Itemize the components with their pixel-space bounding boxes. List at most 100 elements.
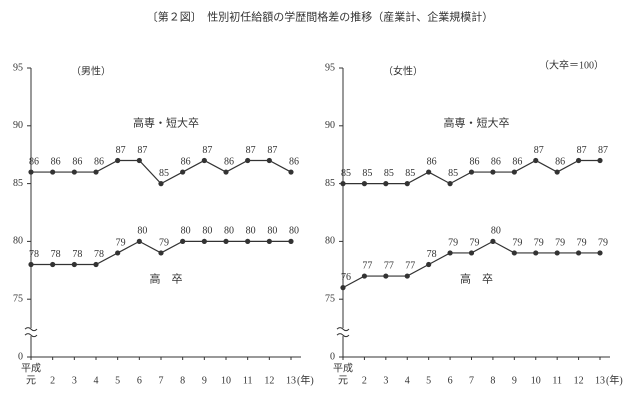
x-tick-label: 10 xyxy=(531,375,541,386)
data-point xyxy=(404,273,410,279)
y-tick-label: 80 xyxy=(325,236,335,247)
data-point xyxy=(511,250,517,256)
x-tick-label: 8 xyxy=(180,375,185,386)
data-label: 87 xyxy=(246,145,256,156)
y-tick-label: 90 xyxy=(13,120,23,131)
data-point xyxy=(288,169,294,175)
data-label: 87 xyxy=(267,145,277,156)
y-tick-label: 95 xyxy=(13,62,23,73)
data-point xyxy=(266,238,272,244)
data-point xyxy=(158,181,164,187)
data-label: 86 xyxy=(224,156,234,167)
x-tick-label: 7 xyxy=(469,375,474,386)
data-label: 79 xyxy=(116,237,126,248)
data-label: 80 xyxy=(137,226,147,237)
data-label: 80 xyxy=(181,226,191,237)
data-point xyxy=(50,169,56,175)
data-label: 80 xyxy=(224,226,234,237)
data-label: 79 xyxy=(534,237,544,248)
data-point xyxy=(575,157,582,164)
x-tick-label: 5 xyxy=(115,375,120,386)
panel-subtitle: （男性） xyxy=(71,64,111,77)
data-point xyxy=(511,169,517,175)
era-label: 平成 xyxy=(333,362,353,374)
data-point xyxy=(533,157,539,164)
data-point xyxy=(158,250,164,256)
data-point xyxy=(115,250,121,256)
data-point xyxy=(93,261,99,268)
data-label: 79 xyxy=(448,237,458,248)
x-tick-label: 11 xyxy=(243,375,253,386)
y-tick-label: 95 xyxy=(325,62,335,73)
x-tick-label: 13 xyxy=(286,375,296,386)
x-tick-label: 9 xyxy=(512,375,517,386)
data-label: 79 xyxy=(159,237,169,248)
data-label: 86 xyxy=(555,156,565,167)
series-label: 高 卒 xyxy=(150,272,183,286)
data-point xyxy=(447,181,453,187)
data-point xyxy=(50,261,56,268)
data-label: 79 xyxy=(470,237,480,248)
x-tick-label: 4 xyxy=(405,375,410,386)
data-label: 87 xyxy=(577,145,587,156)
x-tick-label: 9 xyxy=(202,375,207,386)
data-label: 85 xyxy=(362,168,372,179)
data-label: 86 xyxy=(51,156,61,167)
x-tick-label: 11 xyxy=(552,375,562,386)
data-point xyxy=(201,157,207,164)
axis-break xyxy=(24,327,38,338)
data-label: 86 xyxy=(72,156,82,167)
series-label: 高専・短大卒 xyxy=(444,116,510,130)
data-point xyxy=(223,169,229,175)
data-label: 86 xyxy=(427,156,437,167)
data-label: 86 xyxy=(94,156,104,167)
y-tick-label: 85 xyxy=(325,178,335,189)
x-tick-label: 10 xyxy=(221,375,231,386)
x-tick-label: 3 xyxy=(383,375,388,386)
data-label: 79 xyxy=(598,237,608,248)
x-tick-label: 4 xyxy=(94,375,99,386)
data-point xyxy=(468,250,475,256)
series-label: 高専・短大卒 xyxy=(133,116,199,130)
data-label: 80 xyxy=(491,226,501,237)
data-label: 85 xyxy=(405,168,415,179)
data-label: 87 xyxy=(534,145,544,156)
data-label: 87 xyxy=(598,145,608,156)
data-point xyxy=(468,169,475,175)
data-label: 78 xyxy=(51,249,61,260)
data-label: 80 xyxy=(289,226,299,237)
data-label: 87 xyxy=(116,145,126,156)
x-unit: (年) xyxy=(297,373,314,386)
data-label: 77 xyxy=(362,260,372,271)
data-point xyxy=(288,238,294,244)
data-point xyxy=(490,169,496,175)
x-tick-label: 8 xyxy=(490,375,495,386)
y-tick-label: 0 xyxy=(18,351,23,362)
y-tick-label: 75 xyxy=(325,293,335,304)
x-tick-label: 2 xyxy=(50,375,55,386)
data-point xyxy=(71,169,77,175)
data-point xyxy=(340,285,346,291)
data-point xyxy=(28,169,34,175)
data-point xyxy=(223,238,229,244)
data-point xyxy=(597,250,603,256)
x-tick-label: 13 xyxy=(595,375,605,386)
data-label: 86 xyxy=(512,156,522,167)
axis-break xyxy=(336,327,350,338)
x-tick-label: 12 xyxy=(264,375,274,386)
data-point xyxy=(597,157,603,164)
data-point xyxy=(28,261,34,268)
data-point xyxy=(554,250,560,256)
data-point xyxy=(361,181,368,187)
data-point xyxy=(93,169,99,175)
data-label: 85 xyxy=(159,168,169,179)
data-label: 76 xyxy=(341,272,351,283)
data-label: 78 xyxy=(427,249,437,260)
data-label: 80 xyxy=(267,226,277,237)
data-label: 79 xyxy=(555,237,565,248)
axis-break-gap xyxy=(25,328,37,337)
data-label: 80 xyxy=(246,226,256,237)
data-point xyxy=(340,181,346,187)
series-label: 高 卒 xyxy=(460,272,493,286)
